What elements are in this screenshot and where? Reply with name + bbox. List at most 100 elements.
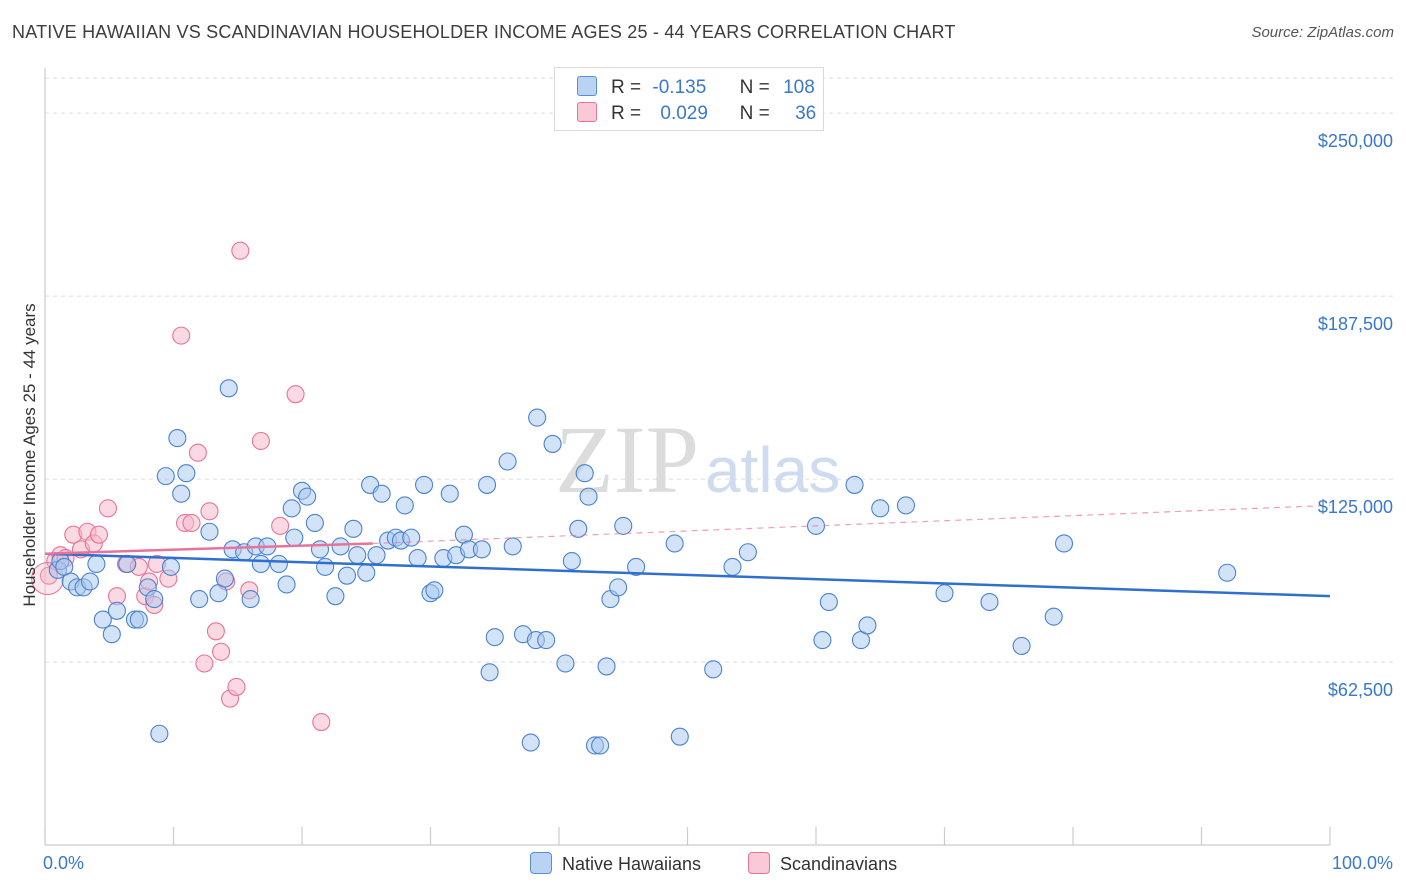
native-hawaiian-point <box>344 519 363 538</box>
n-label: N = <box>739 103 770 124</box>
native-hawaiian-point <box>819 592 838 612</box>
native-hawaiian-point <box>723 557 742 576</box>
native-hawaiian-point <box>161 557 180 576</box>
watermark-atlas: atlas <box>705 434 840 506</box>
native-hawaiians-trend-line <box>44 552 1331 598</box>
native-hawaiian-point <box>145 590 164 609</box>
scandinavian-point <box>188 443 207 462</box>
native-hawaiian-point <box>102 625 121 644</box>
r-label: R = <box>611 103 642 124</box>
native-hawaiian-point <box>269 554 288 574</box>
blue-swatch <box>530 852 552 874</box>
bottom-legend-scandinavians: Scandinavians <box>748 852 897 875</box>
native-hawaiian-point <box>372 484 391 503</box>
native-hawaiian-point <box>129 610 148 629</box>
scandinavian-point <box>206 622 225 641</box>
native-hawaiian-point <box>172 484 191 503</box>
native-hawaiian-point <box>150 724 169 743</box>
r-label: R = <box>611 77 642 98</box>
native-hawaiian-point <box>556 654 575 673</box>
y-axis-label: Householder Income Ages 25 - 44 years <box>20 303 39 606</box>
x-tick-label-max: 100.0% <box>1332 853 1393 873</box>
native-hawaiian-point <box>569 519 588 538</box>
legend-label: Native Hawaiians <box>562 854 702 874</box>
scandinavian-point <box>89 525 109 544</box>
native-hawaiian-point <box>896 496 916 515</box>
native-hawaiian-point <box>298 487 317 506</box>
native-hawaiian-point <box>472 540 491 559</box>
scandinavian-point <box>98 499 118 518</box>
n-value: 108 <box>783 77 815 98</box>
native-hawaiian-point <box>87 554 106 574</box>
scandinavian-point <box>211 642 231 661</box>
native-hawaiian-point <box>528 408 547 427</box>
native-hawaiian-point <box>337 566 357 585</box>
native-hawaiian-point <box>935 584 954 603</box>
native-hawaiian-point <box>1218 563 1237 582</box>
axes <box>44 68 1331 846</box>
native-hawaiian-point <box>156 467 175 486</box>
native-hawaiian-point <box>562 551 581 571</box>
n-value: 36 <box>795 103 817 124</box>
native-hawaiian-point <box>1054 534 1074 553</box>
native-hawaiians-points <box>48 379 1237 755</box>
native-hawaiian-point <box>575 464 594 483</box>
native-hawaiian-point <box>331 537 350 556</box>
scandinavian-point <box>286 385 305 404</box>
native-hawaiian-point <box>408 549 427 568</box>
native-hawaiian-point <box>348 546 367 565</box>
scandinavian-point <box>251 431 270 451</box>
native-hawaiian-point <box>440 484 459 503</box>
scandinavian-point <box>227 677 246 696</box>
scandinavian-point <box>231 241 250 260</box>
x-tick-label-min: 0.0% <box>43 853 84 873</box>
native-hawaiian-point <box>665 534 684 553</box>
native-hawaiian-point <box>537 631 556 650</box>
native-hawaiian-point <box>738 543 757 562</box>
native-hawaiian-point <box>485 628 504 647</box>
native-hawaiian-point <box>118 554 137 574</box>
native-hawaiian-point <box>219 379 238 398</box>
watermark-zip: ZIP <box>555 406 699 513</box>
chart-title: NATIVE HAWAIIAN VS SCANDINAVIAN HOUSEHOL… <box>12 22 956 42</box>
native-hawaiian-point <box>316 557 335 576</box>
pink-swatch <box>748 852 770 874</box>
native-hawaiian-point <box>477 475 497 494</box>
native-hawaiian-point <box>871 499 890 518</box>
tick-labels: $62,500 $125,000 $187,500 $250,000 0.0% 100.0… <box>43 131 1393 873</box>
scandinavian-point <box>312 712 331 732</box>
native-hawaiian-point <box>845 475 864 494</box>
correlation-legend: R = -0.135 N = 108 R = 0.029 N = 36 <box>554 67 824 131</box>
native-hawaiian-point <box>310 540 330 559</box>
r-value: 0.029 <box>660 103 708 124</box>
pink-swatch <box>577 102 597 122</box>
y-tick-label: $125,000 <box>1318 497 1393 517</box>
legend-row-native-hawaiians: R = -0.135 N = 108 <box>577 76 815 100</box>
native-hawaiian-point <box>521 733 540 752</box>
source-label: Source: ZipAtlas.com <box>1251 24 1394 41</box>
native-hawaiian-point <box>1044 607 1063 626</box>
scandinavian-point <box>172 326 191 345</box>
scandinavian-point <box>200 502 219 521</box>
r-value: -0.135 <box>652 77 707 98</box>
watermark: ZIPatlas <box>555 406 840 513</box>
native-hawaiian-point <box>326 587 345 606</box>
native-hawaiian-point <box>402 528 421 547</box>
native-hawaiian-point <box>579 487 598 506</box>
y-tick-label: $250,000 <box>1318 131 1393 151</box>
gridlines <box>45 77 1395 663</box>
trend-lines <box>44 504 1331 598</box>
native-hawaiian-point <box>285 528 304 547</box>
native-hawaiian-point <box>670 727 689 746</box>
native-hawaiian-point <box>480 663 499 682</box>
native-hawaiian-point <box>168 429 187 448</box>
native-hawaiian-point <box>627 557 646 576</box>
legend-label: Scandinavians <box>780 854 898 874</box>
native-hawaiian-point <box>93 610 112 629</box>
bottom-legend-native-hawaiians: Native Hawaiians <box>530 852 701 875</box>
native-hawaiian-point <box>591 736 610 755</box>
native-hawaiian-point <box>282 499 301 518</box>
scandinavian-point <box>195 654 214 673</box>
native-hawaiian-point <box>215 569 234 588</box>
